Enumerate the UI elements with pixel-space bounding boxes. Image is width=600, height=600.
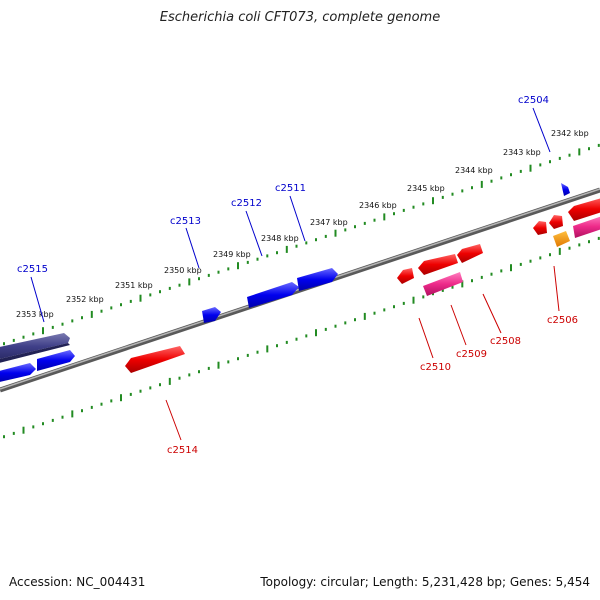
map-title: Escherichia coli CFT073, complete genome	[159, 10, 441, 25]
accession-text: Accession: NC_004431	[9, 575, 146, 589]
kbp-label: 2347 kbp	[310, 218, 348, 227]
gene-block[interactable]	[533, 221, 547, 235]
gene-block[interactable]	[457, 244, 483, 263]
forward-genes	[0, 183, 570, 383]
gene-label-c2513[interactable]: c2513	[170, 216, 201, 227]
kbp-label: 2348 kbp	[261, 234, 299, 243]
gene-block[interactable]	[397, 268, 414, 284]
leader-line	[185, 227, 200, 269]
kbp-label: 2350 kbp	[164, 266, 202, 275]
genome-summary-text: Topology: circular; Length: 5,231,428 bp…	[260, 575, 590, 589]
reverse-gene-labels: c2506 c2508 c2509 c2510 c2514	[165, 265, 578, 456]
gene-label-c2509[interactable]: c2509	[456, 349, 487, 360]
forward-gene-labels: c2504 c2511 c2512 c2513 c2515	[17, 95, 551, 323]
kbp-label: 2343 kbp	[503, 148, 541, 157]
gene-block[interactable]	[568, 197, 600, 221]
gene-label-c2504[interactable]: c2504	[518, 95, 549, 106]
gene-label-c2512[interactable]: c2512	[231, 198, 262, 209]
gene-block[interactable]	[125, 346, 185, 373]
leader-line	[30, 276, 45, 323]
gene-block[interactable]	[418, 254, 458, 275]
leader-line	[245, 210, 263, 257]
leader-line	[482, 293, 502, 334]
gene-block[interactable]	[561, 183, 570, 196]
gene-block[interactable]	[549, 215, 563, 229]
gene-block[interactable]	[423, 272, 463, 296]
gene-block[interactable]	[573, 215, 600, 238]
gene-label-c2511[interactable]: c2511	[275, 183, 306, 194]
leader-line	[450, 304, 467, 346]
gene-block[interactable]	[553, 231, 570, 247]
reverse-genes	[125, 197, 600, 373]
gene-block[interactable]	[247, 282, 299, 308]
leader-line	[289, 195, 306, 242]
gene-label-c2510[interactable]: c2510	[420, 362, 451, 373]
leader-line	[553, 265, 560, 312]
leader-line	[418, 317, 434, 359]
kbp-label: 2342 kbp	[551, 129, 589, 138]
gene-label-c2515[interactable]: c2515	[17, 264, 48, 275]
leader-line	[532, 107, 551, 153]
kbp-label: 2346 kbp	[359, 201, 397, 210]
kbp-label: 2345 kbp	[407, 184, 445, 193]
kbp-label: 2344 kbp	[455, 166, 493, 175]
kbp-label: 2352 kbp	[66, 295, 104, 304]
inner-tick-track	[3, 236, 600, 439]
gene-block[interactable]	[202, 307, 221, 323]
kbp-label: 2349 kbp	[213, 250, 251, 259]
gene-label-c2506[interactable]: c2506	[547, 315, 578, 326]
gene-block[interactable]	[297, 268, 338, 291]
leader-line	[165, 399, 182, 441]
kbp-labels: 2342 kbp 2343 kbp 2344 kbp 2345 kbp 2346…	[16, 129, 589, 319]
gene-block[interactable]	[37, 350, 75, 371]
gene-label-c2514[interactable]: c2514	[167, 445, 198, 456]
outer-tick-track	[3, 143, 600, 346]
kbp-label: 2351 kbp	[115, 281, 153, 290]
gene-block[interactable]	[0, 363, 36, 383]
gene-label-c2508[interactable]: c2508	[490, 336, 521, 347]
kbp-label: 2353 kbp	[16, 310, 54, 319]
gene-block[interactable]	[0, 333, 70, 364]
